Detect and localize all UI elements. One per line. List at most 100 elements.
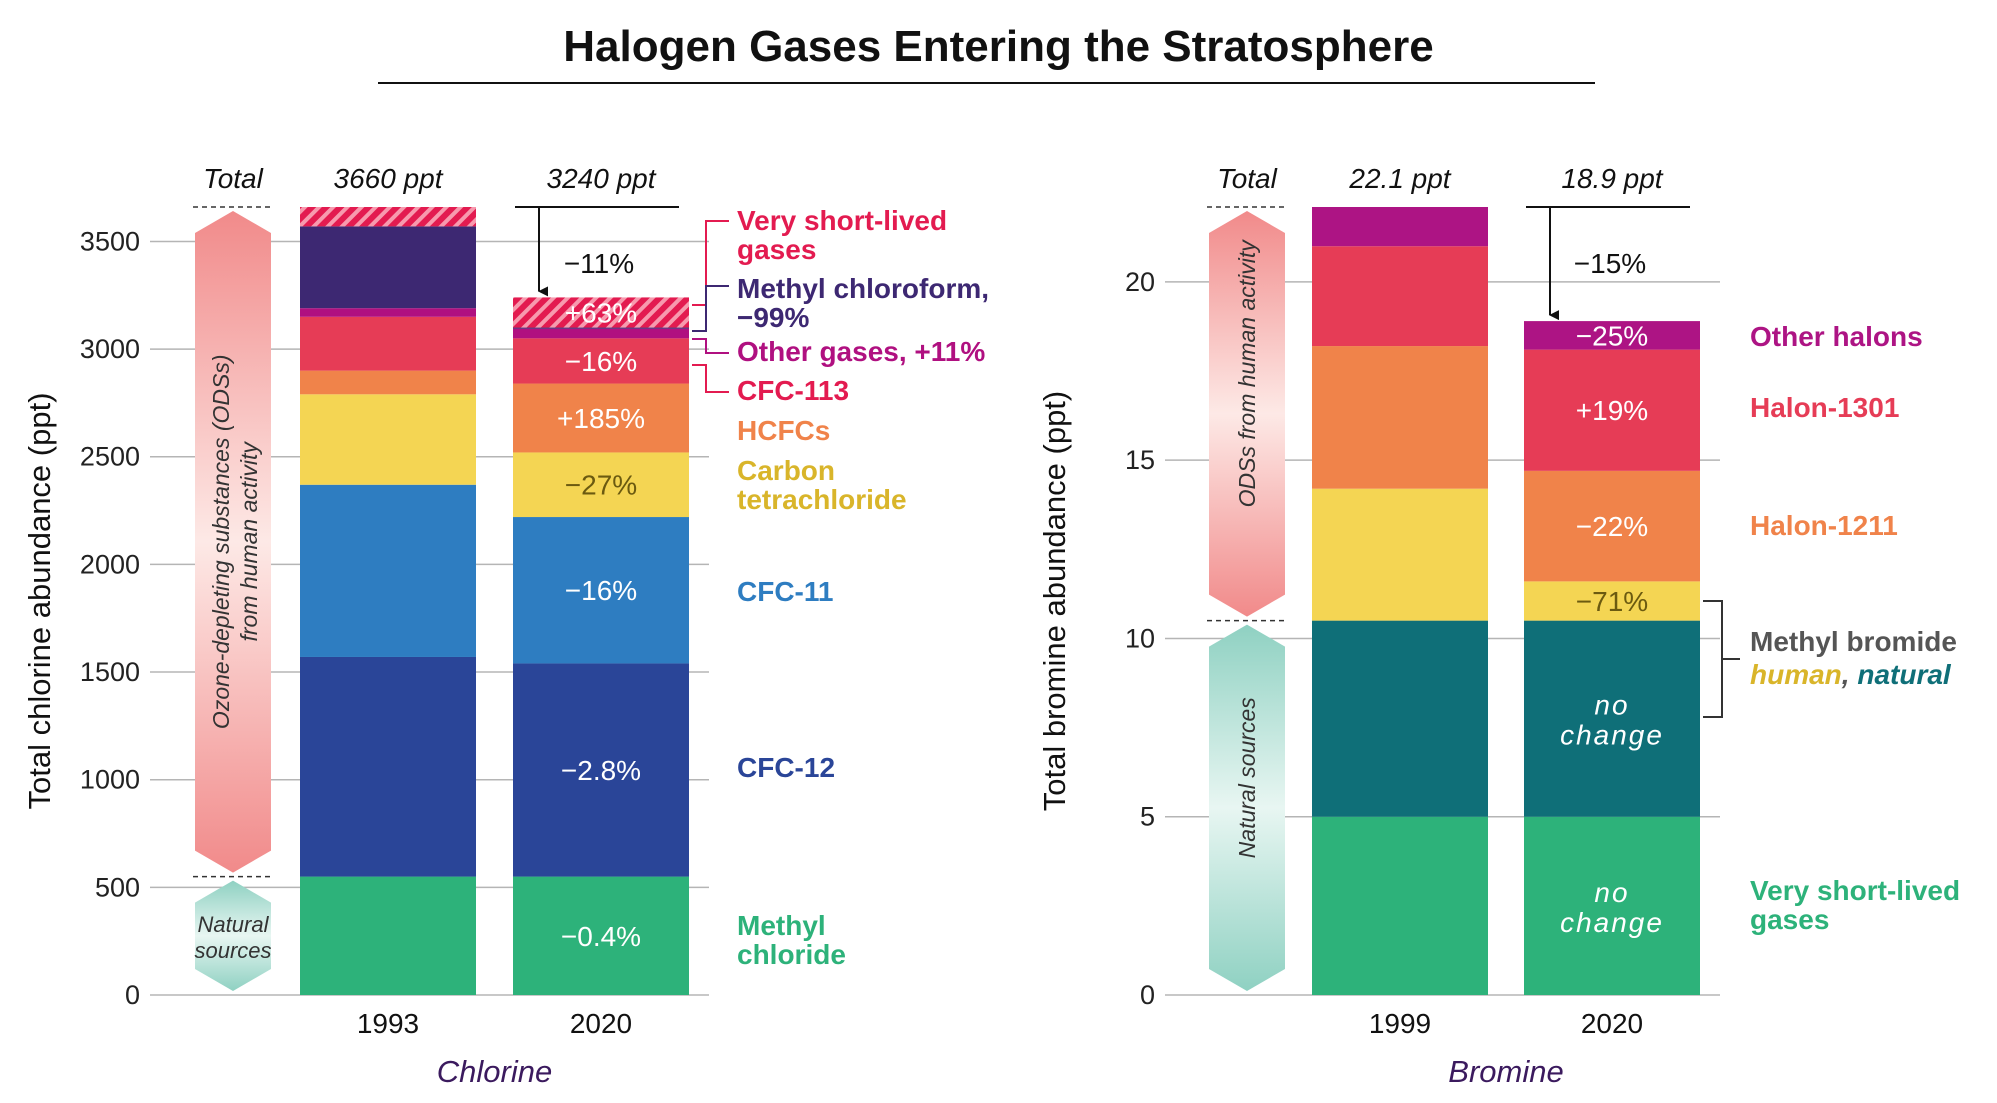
series-label: Carbon <box>737 455 835 486</box>
y-tick-label: 3000 <box>80 334 140 364</box>
y-tick-label: 3500 <box>80 226 140 256</box>
series-label: Halon-1301 <box>1750 392 1899 423</box>
bar-segment <box>513 297 689 328</box>
change-label: −27% <box>565 470 637 501</box>
change-label: −16% <box>565 346 637 377</box>
natural-arrow <box>1209 624 1285 991</box>
bar-segment <box>1312 246 1488 347</box>
bar-segment <box>1312 816 1488 995</box>
y-tick-label: 2000 <box>80 549 140 579</box>
y-tick-label: 0 <box>1140 980 1155 1010</box>
overall-change: −11% <box>564 248 634 279</box>
bar-segment <box>513 517 689 664</box>
y-axis-label: Total chlorine abundance (ppt) <box>22 392 57 809</box>
series-label: gases <box>1750 904 1829 935</box>
bar-segment <box>300 226 476 309</box>
natural-label: Natural <box>198 912 270 937</box>
bar-segment <box>300 484 476 657</box>
bar-segment <box>1524 620 1700 817</box>
methyl-bromide-sublabel: human, natural <box>1750 659 1952 690</box>
panel-label: Bromine <box>1448 1054 1563 1089</box>
total-header: Total <box>203 163 263 194</box>
natural-arrow <box>195 880 271 991</box>
series-label: Very short-lived <box>737 205 947 236</box>
change-label: −16% <box>565 575 637 606</box>
series-label: Other halons <box>1750 321 1923 352</box>
connector-line <box>692 285 729 332</box>
bar-segment <box>1312 207 1488 247</box>
bar-segment <box>513 328 689 339</box>
bar-segment <box>513 663 689 877</box>
series-label: tetrachloride <box>737 484 907 515</box>
panel-chlorine: 0 500 1000 1500 2000 2500 3000 3500 Total chlori… <box>22 163 989 1089</box>
connector-line <box>692 338 729 354</box>
x-tick-label: 1993 <box>357 1008 419 1039</box>
panels: 0 500 1000 1500 2000 2500 3000 3500 Total chlori… <box>22 163 1960 1089</box>
panel-label: Chlorine <box>437 1054 552 1089</box>
connector-line <box>692 220 729 306</box>
total-label: 22.1 ppt <box>1348 163 1451 194</box>
ods-arrow <box>1209 211 1285 617</box>
chart-title: Halogen Gases Entering the Stratosphere <box>563 22 1434 71</box>
change-label: no <box>1594 690 1629 721</box>
natural-label-2: sources <box>194 938 271 963</box>
bar-segment <box>513 452 689 518</box>
series-label: Other gases, +11% <box>737 336 985 367</box>
y-tick-label: 1000 <box>80 765 140 795</box>
methyl-bromide-human: human <box>1750 659 1842 690</box>
y-tick-label: 15 <box>1125 445 1155 475</box>
change-label: +63% <box>565 297 637 328</box>
bar-segment <box>1312 488 1488 621</box>
methyl-bromide-bracket <box>1703 600 1723 718</box>
y-axis-label: Total bromine abundance (ppt) <box>1037 391 1072 811</box>
y-tick-label: 0 <box>125 980 140 1010</box>
series-label: CFC-113 <box>737 375 849 406</box>
bar-segment <box>300 876 476 995</box>
series-label: Methyl <box>737 910 826 941</box>
ods-label: Ozone-depleting substances (ODSs) <box>208 355 234 730</box>
total-label: 3240 ppt <box>547 163 657 194</box>
bar-segment <box>1312 620 1488 817</box>
panel-bromine: 0 5 10 15 20 Total bromine abundance (ppt) ODS… <box>1037 163 1960 1089</box>
bar-segment <box>300 394 476 485</box>
series-label: chloride <box>737 939 846 970</box>
bar-segment <box>1312 346 1488 489</box>
series-label: CFC-11 <box>737 576 833 607</box>
bar-segment <box>1524 470 1700 582</box>
bar-segment <box>513 338 689 384</box>
series-label: Methyl chloroform, <box>737 273 989 304</box>
ods-arrow <box>195 211 271 873</box>
ods-label: ODSs from human activity <box>1234 239 1260 508</box>
change-label: +19% <box>1576 395 1648 426</box>
series-label: Halon-1211 <box>1750 510 1898 541</box>
bar-segment <box>1524 581 1700 621</box>
bar-segment <box>1524 321 1700 350</box>
bar-segment <box>300 656 476 877</box>
change-label: −2.8% <box>561 755 641 786</box>
bar-segment <box>300 207 476 227</box>
bar-segment <box>1524 349 1700 471</box>
change-label: −25% <box>1576 320 1648 351</box>
bar-segment <box>1524 816 1700 995</box>
natural-label: Natural sources <box>1234 697 1260 859</box>
overall-change: −15% <box>1574 248 1646 279</box>
ods-label-2: from human activity <box>236 441 262 642</box>
series-label: gases <box>737 234 816 265</box>
change-label: −71% <box>1576 586 1648 617</box>
change-label: +185% <box>557 403 645 434</box>
bar-segment <box>300 316 476 371</box>
series-label: HCFCs <box>737 415 830 446</box>
connector-line <box>692 364 729 393</box>
series-label: −99% <box>737 302 809 333</box>
bar-segment <box>513 876 689 995</box>
methyl-bromide-label: Methyl bromide <box>1750 626 1957 657</box>
series-label: Very short-lived <box>1750 875 1960 906</box>
change-label: change <box>1560 907 1664 938</box>
change-label: −22% <box>1576 511 1648 542</box>
y-tick-label: 10 <box>1125 623 1155 653</box>
change-label: change <box>1560 720 1664 751</box>
bar-segment <box>513 383 689 453</box>
x-tick-label: 2020 <box>570 1008 632 1039</box>
series-label: CFC-12 <box>737 752 835 783</box>
